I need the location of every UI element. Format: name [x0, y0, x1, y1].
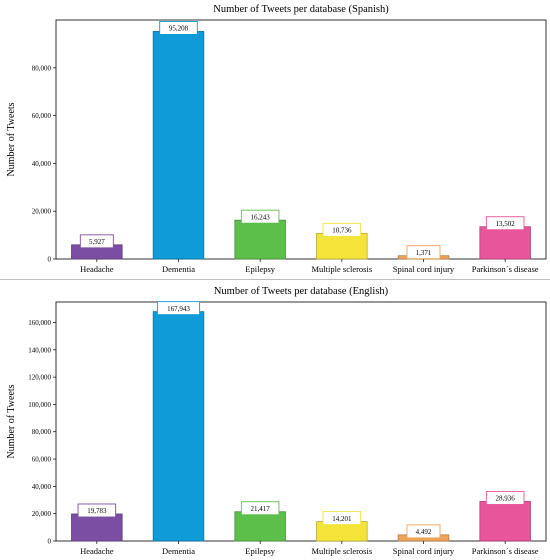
- data-label-box: [159, 21, 198, 35]
- category-label: Headache: [80, 546, 114, 556]
- data-label: 16,243: [251, 213, 271, 221]
- chart-panel-english: Number of Tweets per database (English) N…: [0, 281, 550, 560]
- y-tick-label: 80,000: [32, 428, 52, 436]
- data-label: 19,783: [87, 507, 107, 515]
- category-label: Multiple sclerosis: [311, 264, 372, 274]
- bar-dementia: [152, 311, 205, 542]
- y-tick-label: 120,000: [28, 374, 51, 382]
- chart-spanish: Number of Tweets per database (Spanish) N…: [6, 4, 547, 274]
- data-label-box: [322, 511, 362, 526]
- y-tick-label: 20,000: [32, 208, 52, 216]
- y-tick-label: 80,000: [32, 64, 52, 72]
- data-label: 95,208: [169, 25, 189, 33]
- chart-english: Number of Tweets per database (English) N…: [6, 286, 547, 556]
- data-label-box: [240, 209, 280, 224]
- plot-frame: [55, 301, 547, 542]
- data-label-box: [322, 222, 362, 237]
- y-tick-label: 0: [48, 256, 52, 264]
- y-axis-label: Number of Tweets: [6, 384, 17, 458]
- data-label-box: [485, 491, 525, 505]
- data-label: 167,943: [167, 305, 190, 313]
- bar-epilepsy: [234, 511, 286, 542]
- plot-frame: [55, 19, 547, 260]
- data-label: 1,371: [416, 249, 432, 257]
- chart-title: Number of Tweets per database (Spanish): [213, 4, 389, 15]
- data-label: 21,417: [251, 505, 271, 513]
- y-axis-label: Number of Tweets: [6, 102, 17, 176]
- bar-epilepsy: [234, 219, 286, 260]
- y-tick-label: 160,000: [28, 319, 51, 327]
- y-tick-label: 40,000: [32, 160, 52, 168]
- data-label: 10,736: [332, 227, 352, 235]
- y-tick-label: 0: [48, 538, 52, 546]
- y-tick-label: 40,000: [32, 483, 52, 491]
- category-label: Spinal cord injury: [393, 264, 455, 274]
- y-tick-label: 60,000: [32, 112, 52, 120]
- data-label-box: [406, 524, 441, 539]
- y-tick-label: 60,000: [32, 456, 52, 464]
- category-label: Dementia: [162, 546, 195, 556]
- chart-panel-spanish: Number of Tweets per database (Spanish) N…: [6, 4, 547, 274]
- bar-parkinson-s-disease: [479, 226, 531, 260]
- data-label-box: [77, 503, 117, 518]
- data-label: 13,502: [496, 220, 516, 228]
- category-label: Headache: [80, 264, 114, 274]
- y-tick-label: 140,000: [28, 346, 51, 354]
- bar-dementia: [152, 31, 205, 260]
- data-label-box: [240, 501, 280, 516]
- y-tick-label: 100,000: [28, 401, 51, 409]
- chart-title: Number of Tweets per database (English): [214, 286, 389, 297]
- data-label: 5,927: [89, 238, 105, 246]
- data-label: 4,492: [416, 528, 432, 536]
- bar-multiple-sclerosis: [316, 232, 368, 260]
- data-label-box: [406, 245, 441, 260]
- data-label-box: [79, 234, 114, 249]
- category-label: Parkinson´s disease: [472, 546, 539, 556]
- category-label: Spinal cord injury: [393, 546, 455, 556]
- data-label: 28,936: [496, 495, 516, 503]
- bar-headache: [71, 513, 123, 542]
- bar-parkinson-s-disease: [479, 501, 531, 542]
- data-label-box: [156, 301, 201, 316]
- category-label: Epilepsy: [245, 264, 275, 274]
- panel-divider: [0, 279, 550, 280]
- data-label-box: [485, 216, 525, 231]
- y-tick-label: 20,000: [32, 510, 52, 518]
- data-label: 14,201: [332, 515, 352, 523]
- category-label: Epilepsy: [245, 546, 275, 556]
- category-label: Dementia: [162, 264, 195, 274]
- category-label: Multiple sclerosis: [311, 546, 372, 556]
- category-label: Parkinson´s disease: [472, 264, 539, 274]
